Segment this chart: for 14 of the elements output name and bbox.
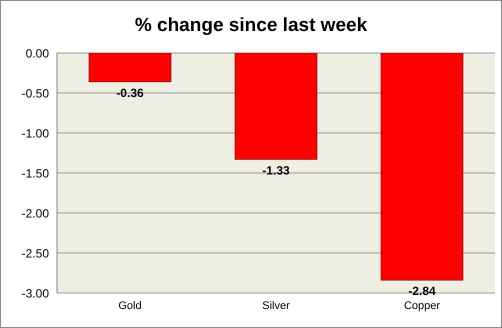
- chart-title: % change since last week: [134, 15, 368, 38]
- x-tick-label: Silver: [262, 300, 290, 312]
- x-tick-label: Gold: [118, 300, 142, 312]
- y-tick-label: -1.50: [22, 166, 50, 180]
- y-tick-label: -1.00: [22, 126, 50, 140]
- y-tick-label: -2.00: [22, 206, 50, 220]
- y-tick-label: -3.00: [22, 286, 50, 300]
- data-label: -1.33: [262, 163, 290, 178]
- x-tick-label: Copper: [404, 300, 440, 312]
- data-label: -2.84: [408, 284, 436, 298]
- y-tick-label: -0.50: [22, 86, 50, 100]
- data-label: -0.36: [116, 86, 144, 100]
- y-tick-label: 0.00: [26, 46, 50, 60]
- y-tick-label: -2.50: [22, 246, 50, 260]
